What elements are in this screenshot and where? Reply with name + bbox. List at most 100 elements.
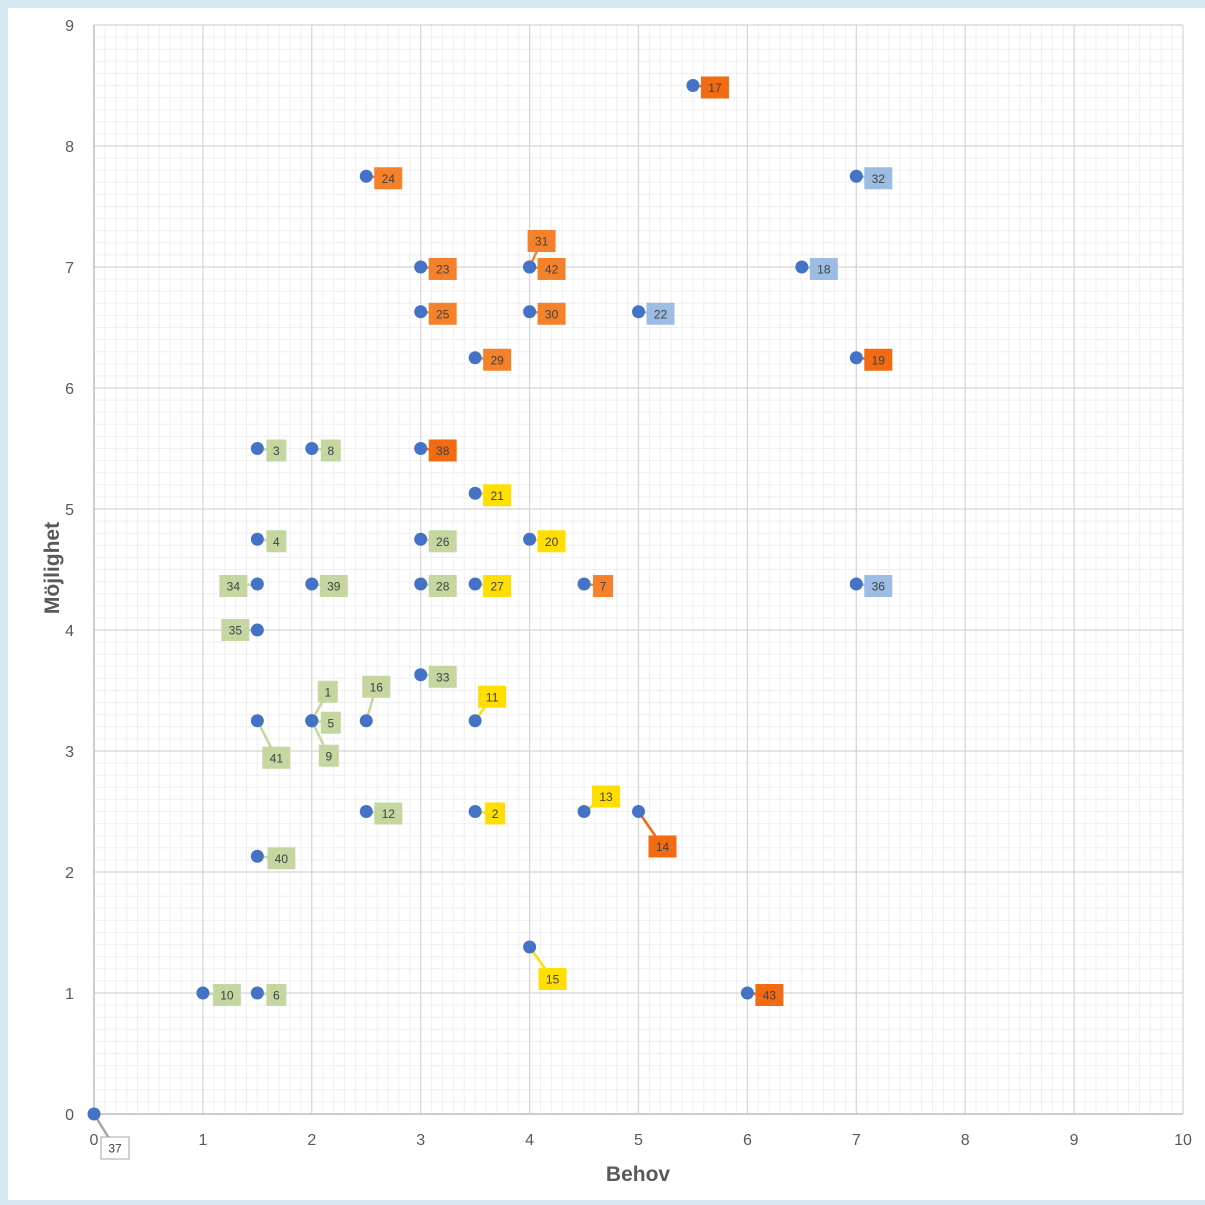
data-label: 19 <box>872 353 886 367</box>
data-label-box <box>864 575 893 598</box>
data-label-box <box>362 675 391 698</box>
data-point <box>849 577 863 591</box>
data-point <box>523 260 537 274</box>
data-label: 27 <box>490 580 504 594</box>
y-tick-label: 3 <box>65 744 74 761</box>
x-tick-label: 1 <box>198 1132 207 1149</box>
data-label: 12 <box>382 807 396 821</box>
data-label-box <box>428 575 457 598</box>
data-label: 42 <box>545 263 559 277</box>
data-point <box>359 805 373 818</box>
data-label: 6 <box>273 989 280 1003</box>
data-label-box <box>428 439 457 462</box>
data-label: 21 <box>490 489 504 503</box>
data-label: 5 <box>327 716 334 730</box>
data-label: 3 <box>273 444 280 458</box>
data-label: 37 <box>108 1142 122 1156</box>
data-label: 39 <box>327 580 341 594</box>
x-tick-labels: 0 1 2 3 4 5 6 7 8 9 10 <box>90 1132 1192 1149</box>
data-label-box <box>317 680 338 703</box>
data-label: 18 <box>817 263 831 277</box>
data-label-box <box>755 984 784 1006</box>
data-point <box>523 532 537 546</box>
data-label: 8 <box>327 444 334 458</box>
y-tick-labels: 0 1 2 3 4 5 6 7 8 9 <box>65 18 74 1124</box>
y-tick-label: 6 <box>65 381 74 398</box>
data-point <box>849 169 863 183</box>
data-label-box <box>485 802 506 825</box>
data-point <box>305 442 319 455</box>
y-tick-label: 8 <box>65 139 74 156</box>
data-label-box <box>648 835 677 858</box>
data-label: 22 <box>654 307 668 321</box>
x-tick-label: 3 <box>416 1132 425 1149</box>
data-point <box>577 805 591 818</box>
axes <box>93 25 1183 1115</box>
data-point <box>414 577 428 591</box>
data-label-box <box>592 785 621 808</box>
data-label-box <box>100 1136 130 1160</box>
data-label: 14 <box>656 840 670 854</box>
data-label: 26 <box>436 535 450 549</box>
data-label: 24 <box>382 172 396 186</box>
data-label-box <box>428 258 457 280</box>
data-label: 28 <box>436 580 450 594</box>
data-label-box <box>428 530 457 553</box>
data-label-box <box>266 439 287 462</box>
x-tick-label: 8 <box>961 1132 970 1149</box>
x-tick-label: 2 <box>307 1132 316 1149</box>
data-label-box <box>320 711 341 734</box>
data-point <box>468 714 482 728</box>
data-label: 9 <box>325 749 332 763</box>
data-label-box <box>527 230 556 252</box>
data-point <box>250 714 264 728</box>
data-point <box>250 532 264 546</box>
data-point <box>359 169 373 183</box>
data-point <box>849 351 863 365</box>
data-label-box <box>483 348 512 371</box>
data-point <box>250 442 264 455</box>
data-point <box>414 305 428 319</box>
data-label-box <box>537 530 566 553</box>
y-tick-label: 2 <box>65 865 74 882</box>
x-tick-label: 0 <box>90 1132 99 1149</box>
x-tick-label: 10 <box>1174 1132 1192 1149</box>
data-point <box>250 577 264 591</box>
data-label: 30 <box>545 307 559 321</box>
data-label-box <box>266 530 287 553</box>
data-label-box <box>478 685 507 708</box>
data-point <box>196 986 210 1000</box>
data-label-box <box>262 746 291 769</box>
data-label-box <box>219 575 248 598</box>
data-label-box <box>428 665 457 688</box>
data-label: 32 <box>872 172 886 186</box>
data-label-box <box>537 258 566 280</box>
data-label-box <box>538 968 567 991</box>
data-point <box>468 351 482 365</box>
data-label: 20 <box>545 535 559 549</box>
data-point <box>795 260 809 274</box>
y-tick-label: 4 <box>65 623 74 640</box>
data-point <box>632 805 645 818</box>
data-label: 23 <box>436 263 450 277</box>
data-label-box <box>428 302 457 325</box>
data-label: 43 <box>763 989 777 1003</box>
data-point <box>632 305 645 319</box>
data-point <box>686 79 700 92</box>
data-label-box <box>212 984 241 1006</box>
data-label: 33 <box>436 670 450 684</box>
data-label-box <box>374 167 403 190</box>
data-label: 10 <box>220 989 234 1003</box>
data-label: 4 <box>273 535 280 549</box>
data-label: 34 <box>227 580 241 594</box>
data-label: 41 <box>270 751 284 765</box>
data-label-box <box>537 302 566 325</box>
data-label-box <box>483 484 512 507</box>
data-label-box <box>320 439 341 462</box>
data-point <box>468 577 482 591</box>
data-point <box>359 714 373 728</box>
data-label-box <box>483 575 512 598</box>
y-tick-label: 5 <box>65 502 74 519</box>
data-label-box <box>700 76 729 99</box>
